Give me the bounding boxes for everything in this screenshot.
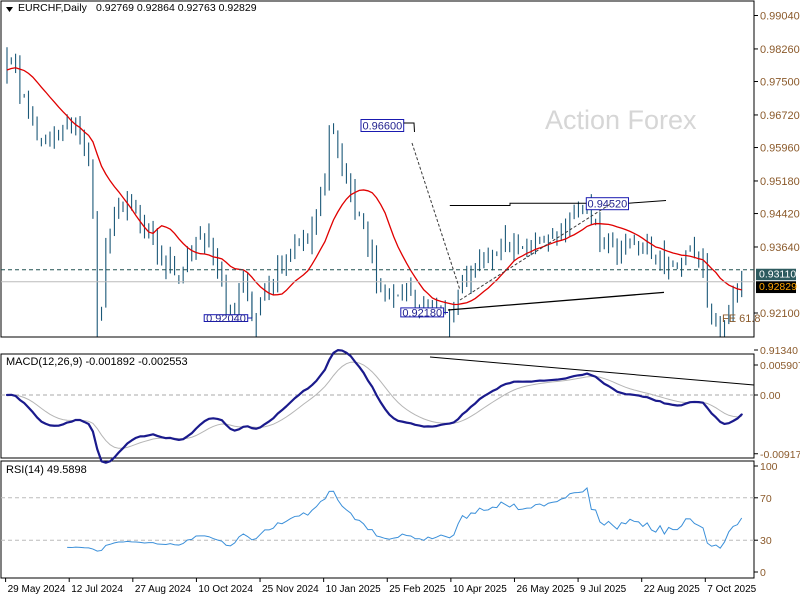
svg-text:0.94520: 0.94520 — [588, 199, 628, 211]
svg-text:EURCHF,Daily: EURCHF,Daily — [18, 2, 88, 14]
svg-text:0.92040: 0.92040 — [206, 313, 246, 325]
svg-text:0.99040: 0.99040 — [760, 11, 800, 23]
svg-text:25 Nov 2024: 25 Nov 2024 — [262, 584, 319, 595]
svg-text:30: 30 — [760, 535, 772, 547]
svg-text:0.96600: 0.96600 — [362, 121, 402, 133]
svg-text:0.93640: 0.93640 — [760, 242, 800, 254]
svg-text:Action Forex: Action Forex — [545, 105, 697, 135]
svg-text:0.94420: 0.94420 — [760, 209, 800, 221]
svg-text:0.00: 0.00 — [760, 390, 781, 402]
svg-text:0.92829: 0.92829 — [759, 281, 797, 293]
svg-text:0.92180: 0.92180 — [402, 307, 442, 319]
svg-text:0.96720: 0.96720 — [760, 110, 800, 122]
svg-text:0.92100: 0.92100 — [760, 308, 800, 320]
svg-text:0.92769 0.92864 0.92763 0.9282: 0.92769 0.92864 0.92763 0.92829 — [96, 2, 257, 14]
svg-text:RSI(14) 49.5898: RSI(14) 49.5898 — [6, 464, 87, 476]
svg-text:0.97500: 0.97500 — [760, 77, 800, 89]
svg-text:FE 61.8: FE 61.8 — [722, 313, 761, 325]
svg-text:7 Oct 2025: 7 Oct 2025 — [707, 584, 756, 595]
svg-text:0: 0 — [760, 567, 766, 579]
svg-text:9 Jul 2025: 9 Jul 2025 — [580, 584, 627, 595]
svg-text:0.005907: 0.005907 — [760, 360, 800, 372]
svg-text:0.91340: 0.91340 — [760, 345, 798, 357]
svg-text:0.95180: 0.95180 — [760, 176, 800, 188]
svg-text:10 Apr 2025: 10 Apr 2025 — [453, 584, 507, 595]
svg-text:-0.009175: -0.009175 — [760, 449, 800, 461]
svg-text:12 Jul 2024: 12 Jul 2024 — [71, 584, 123, 595]
svg-text:10 Oct 2024: 10 Oct 2024 — [198, 584, 253, 595]
svg-text:22 Aug 2025: 22 Aug 2025 — [644, 584, 701, 595]
svg-text:70: 70 — [760, 493, 772, 505]
svg-text:27 Aug 2024: 27 Aug 2024 — [135, 584, 192, 595]
svg-text:29 May 2024: 29 May 2024 — [8, 584, 66, 595]
svg-text:10 Jan 2025: 10 Jan 2025 — [326, 584, 381, 595]
svg-text:MACD(12,26,9) -0.001892 -0.002: MACD(12,26,9) -0.001892 -0.002553 — [6, 356, 188, 368]
svg-text:100: 100 — [760, 461, 778, 473]
svg-text:0.95960: 0.95960 — [760, 143, 800, 155]
svg-text:25 Feb 2025: 25 Feb 2025 — [389, 584, 446, 595]
svg-text:0.98260: 0.98260 — [760, 44, 800, 56]
svg-text:0.93110: 0.93110 — [759, 268, 796, 280]
svg-text:26 May 2025: 26 May 2025 — [516, 584, 574, 595]
